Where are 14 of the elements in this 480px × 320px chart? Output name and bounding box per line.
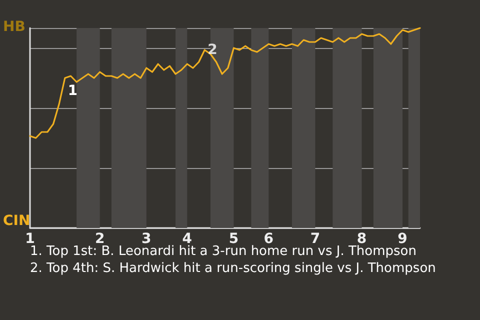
annotation: 2 xyxy=(208,42,218,58)
text: 2. Top 4th: S. Hardwick hit a run-scoring single vs J. Thompson xyxy=(30,261,436,276)
x-tick-label: 9 xyxy=(398,231,408,247)
annotation: CIN xyxy=(3,213,30,229)
text: 1. Top 1st: B. Leonardi hit a 3-run home run vs J. Thompson xyxy=(30,244,416,259)
x-tick-label: 1 xyxy=(25,231,35,247)
x-tick-label: 8 xyxy=(356,231,367,247)
text: HB xyxy=(3,19,26,35)
annotation: 1 xyxy=(68,83,78,99)
x-tick-label: 5 xyxy=(228,231,239,247)
x-tick-label: 7 xyxy=(310,231,320,247)
x-tick-label: 6 xyxy=(264,231,274,247)
x-tick-label: 2 xyxy=(94,231,105,247)
x-tick-label: 3 xyxy=(142,231,152,247)
